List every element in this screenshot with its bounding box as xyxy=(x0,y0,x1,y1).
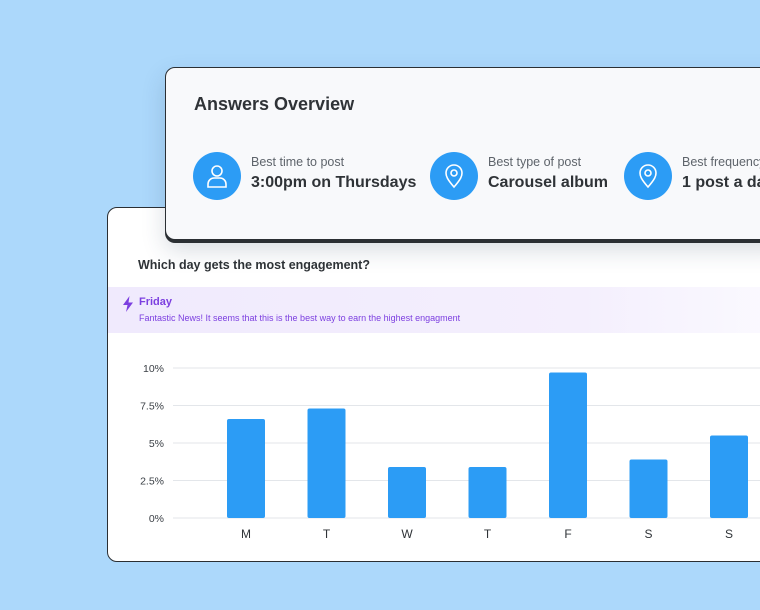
stat-value: 1 post a day xyxy=(682,174,760,191)
bar xyxy=(468,467,507,518)
lightning-icon xyxy=(122,296,134,317)
engagement-card: Which day gets the most engagement? Frid… xyxy=(107,207,760,562)
x-tick-label: W xyxy=(401,527,413,541)
bar xyxy=(307,408,346,518)
stat-label: Best frequency xyxy=(682,155,760,169)
y-tick-label: 5% xyxy=(149,438,164,450)
y-tick-label: 7.5% xyxy=(140,401,164,413)
x-tick-label: T xyxy=(323,527,331,541)
bar xyxy=(710,435,748,518)
y-tick-label: 0% xyxy=(149,513,164,525)
engagement-question: Which day gets the most engagement? xyxy=(138,258,370,272)
overview-title: Answers Overview xyxy=(194,94,355,114)
engagement-bar-chart: 0% 2.5% 5% 7.5% 10% M T W T F S S xyxy=(140,363,760,541)
stat-label: Best time to post xyxy=(251,155,345,169)
x-tick-label: T xyxy=(484,527,492,541)
highlight-banner: Friday Fantastic News! It seems that thi… xyxy=(108,287,760,333)
location-pin-icon xyxy=(624,152,672,200)
bar xyxy=(227,419,265,518)
bar xyxy=(388,467,426,518)
highlight-day: Friday xyxy=(139,296,173,308)
x-tick-label: S xyxy=(725,527,733,541)
stat-value: Carousel album xyxy=(488,174,609,191)
x-tick-label: M xyxy=(241,527,251,541)
y-tick-label: 2.5% xyxy=(140,476,164,488)
stat-label: Best type of post xyxy=(488,155,582,169)
x-tick-label: F xyxy=(564,527,571,541)
y-tick-label: 10% xyxy=(143,363,164,375)
bar xyxy=(549,372,587,518)
user-icon xyxy=(193,152,241,200)
bar xyxy=(629,459,668,518)
x-tick-label: S xyxy=(644,527,652,541)
stat-value: 3:00pm on Thursdays xyxy=(251,174,417,191)
highlight-message: Fantastic News! It seems that this is th… xyxy=(139,313,461,323)
location-pin-icon xyxy=(430,152,478,200)
answers-overview-card: Answers Overview Best time to post 3:00p… xyxy=(165,67,760,240)
